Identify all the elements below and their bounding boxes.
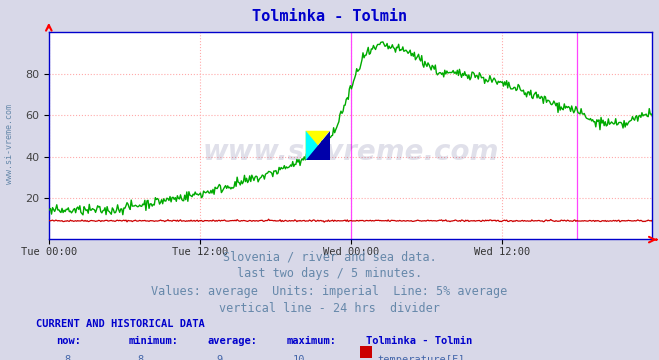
Text: 8: 8 [137,355,144,360]
Text: 10: 10 [293,355,304,360]
Text: CURRENT AND HISTORICAL DATA: CURRENT AND HISTORICAL DATA [36,319,205,329]
Text: Tolminka - Tolmin: Tolminka - Tolmin [252,9,407,24]
Text: 9: 9 [216,355,223,360]
Text: Values: average  Units: imperial  Line: 5% average: Values: average Units: imperial Line: 5%… [152,285,507,298]
Text: Tolminka - Tolmin: Tolminka - Tolmin [366,336,472,346]
Text: maximum:: maximum: [287,336,337,346]
Text: now:: now: [56,336,81,346]
Polygon shape [306,131,330,160]
Text: vertical line - 24 hrs  divider: vertical line - 24 hrs divider [219,302,440,315]
Text: www.si-vreme.com: www.si-vreme.com [203,139,499,166]
Polygon shape [306,131,330,160]
Text: Slovenia / river and sea data.: Slovenia / river and sea data. [223,250,436,263]
Text: www.si-vreme.com: www.si-vreme.com [5,104,14,184]
Polygon shape [306,131,330,160]
Text: average:: average: [208,336,258,346]
Text: minimum:: minimum: [129,336,179,346]
Text: temperature[F]: temperature[F] [377,355,465,360]
Text: 8: 8 [65,355,71,360]
Text: last two days / 5 minutes.: last two days / 5 minutes. [237,267,422,280]
